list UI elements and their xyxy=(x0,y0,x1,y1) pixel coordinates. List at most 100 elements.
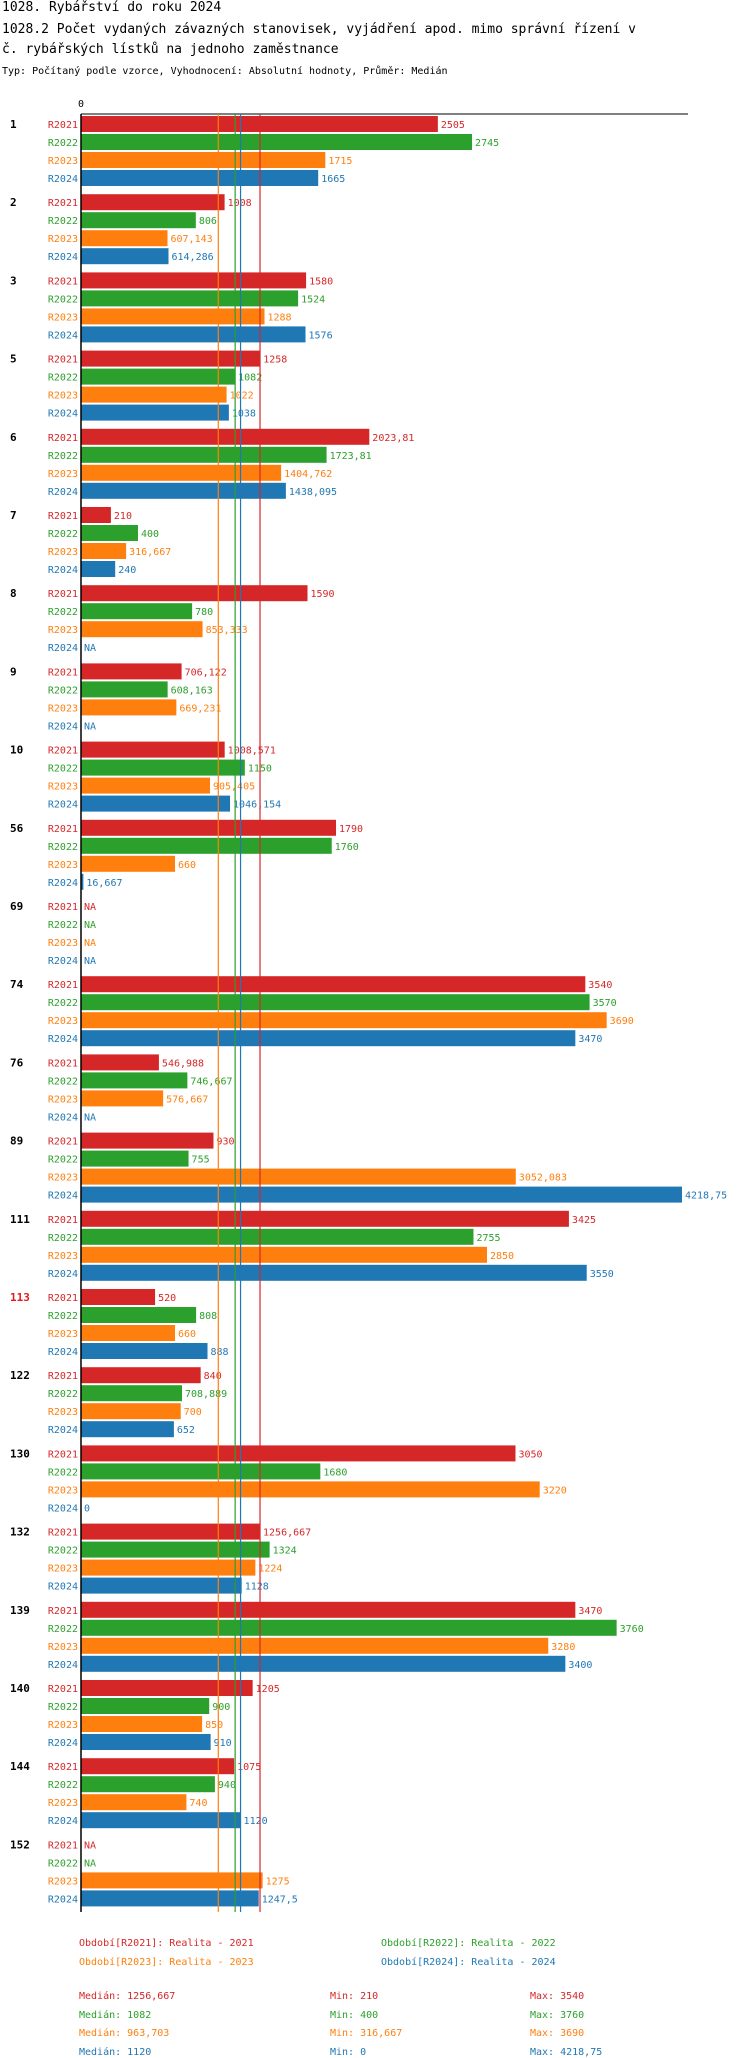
series-label-3-R2024: R2024 xyxy=(48,330,78,341)
bar-139-R2021 xyxy=(81,1601,576,1618)
stat-min-R2023: Min: 316,667 xyxy=(330,2028,403,2039)
data-label-56-R2023: 660 xyxy=(178,860,196,871)
data-label-139-R2023: 3280 xyxy=(551,1642,575,1653)
bar-56-R2023 xyxy=(81,855,176,872)
data-label-9-R2021: 706,122 xyxy=(185,667,227,678)
data-label-74-R2022: 3570 xyxy=(593,998,617,1009)
legend-item-R2023: Období[R2023]: Realita - 2023 xyxy=(79,1957,254,1968)
category-label-2: 2 xyxy=(10,196,17,209)
stat-max-R2024: Max: 4218,75 xyxy=(530,2046,603,2058)
bar-1-R2024 xyxy=(81,170,319,186)
category-label-152: 152 xyxy=(10,1838,30,1851)
data-label-7-R2024: 240 xyxy=(118,565,136,576)
bar-5-R2021 xyxy=(81,350,261,367)
data-label-89-R2024: 4218,75 xyxy=(685,1191,727,1202)
series-label-144-R2024: R2024 xyxy=(48,1816,78,1827)
data-label-152-R2022: NA xyxy=(84,1858,96,1869)
series-label-9-R2024: R2024 xyxy=(48,721,78,732)
x-axis-zero-label: 0 xyxy=(78,99,84,110)
bar-74-R2023 xyxy=(81,1012,607,1029)
data-label-132-R2021: 1256,667 xyxy=(263,1528,311,1539)
bar-144-R2021 xyxy=(81,1758,235,1775)
data-label-74-R2023: 3690 xyxy=(610,1016,634,1027)
series-label-10-R2021: R2021 xyxy=(48,746,78,757)
series-label-139-R2022: R2022 xyxy=(48,1624,78,1635)
data-label-1-R2024: 1665 xyxy=(321,174,345,185)
bar-113-R2024 xyxy=(81,1343,208,1359)
data-label-140-R2023: 850 xyxy=(205,1720,223,1731)
data-label-9-R2024: NA xyxy=(84,721,96,732)
bar-122-R2023 xyxy=(81,1403,181,1420)
series-label-8-R2022: R2022 xyxy=(48,607,78,618)
stat-median-R2022: Medián: 1082 xyxy=(79,2009,152,2021)
chart-subtitle-line-2: č. rybářských lístků na jednoho zaměstna… xyxy=(2,42,339,57)
series-label-3-R2021: R2021 xyxy=(48,276,78,287)
data-label-140-R2022: 900 xyxy=(212,1702,230,1713)
category-label-3: 3 xyxy=(10,274,17,287)
category-label-69: 69 xyxy=(10,900,23,913)
series-label-1-R2021: R2021 xyxy=(48,120,78,131)
bar-10-R2021 xyxy=(81,741,225,758)
bar-111-R2021 xyxy=(81,1210,569,1227)
category-label-111: 111 xyxy=(10,1213,30,1226)
category-label-5: 5 xyxy=(10,353,17,366)
data-label-9-R2023: 669,231 xyxy=(179,703,221,714)
bar-140-R2022 xyxy=(81,1698,210,1714)
series-label-3-R2022: R2022 xyxy=(48,294,78,305)
series-label-2-R2021: R2021 xyxy=(48,198,78,209)
chart-meta-info: Typ: Počítaný podle vzorce, Vyhodnocení:… xyxy=(2,66,448,77)
series-label-56-R2021: R2021 xyxy=(48,824,78,835)
bar-113-R2021 xyxy=(81,1289,156,1305)
data-label-139-R2024: 3400 xyxy=(568,1660,592,1671)
stat-median-R2023: Medián: 963,703 xyxy=(79,2028,170,2039)
data-label-1-R2021: 2505 xyxy=(441,120,465,131)
series-label-1-R2022: R2022 xyxy=(48,138,78,149)
bar-6-R2022 xyxy=(81,446,327,463)
data-label-56-R2024: 16,667 xyxy=(86,878,122,889)
series-label-140-R2024: R2024 xyxy=(48,1738,78,1749)
bar-1-R2023 xyxy=(81,152,326,168)
data-label-8-R2022: 780 xyxy=(195,607,213,618)
bar-8-R2023 xyxy=(81,621,203,638)
data-label-6-R2024: 1438,095 xyxy=(289,487,337,498)
data-label-130-R2023: 3220 xyxy=(543,1485,567,1496)
series-label-10-R2024: R2024 xyxy=(48,800,78,811)
data-label-76-R2023: 576,667 xyxy=(166,1094,208,1105)
bar-2-R2022 xyxy=(81,212,196,229)
legend-item-R2024: Období[R2024]: Realita - 2024 xyxy=(381,1957,556,1968)
stat-max-R2021: Max: 3540 xyxy=(530,1991,585,2002)
data-label-74-R2021: 3540 xyxy=(588,980,612,991)
series-label-152-R2021: R2021 xyxy=(48,1840,78,1851)
series-label-5-R2023: R2023 xyxy=(48,391,78,402)
series-label-69-R2021: R2021 xyxy=(48,902,78,913)
stat-min-R2022: Min: 400 xyxy=(330,2009,379,2021)
series-label-122-R2024: R2024 xyxy=(48,1425,78,1436)
data-label-89-R2023: 3052,083 xyxy=(519,1173,567,1184)
data-label-152-R2021: NA xyxy=(84,1840,96,1851)
series-label-132-R2024: R2024 xyxy=(48,1582,78,1593)
bar-76-R2021 xyxy=(81,1054,159,1071)
bar-144-R2022 xyxy=(81,1776,215,1793)
data-label-5-R2024: 1038 xyxy=(232,409,256,420)
series-label-76-R2021: R2021 xyxy=(48,1058,78,1069)
bar-74-R2024 xyxy=(81,1030,576,1047)
bar-113-R2022 xyxy=(81,1307,197,1323)
data-label-3-R2024: 1576 xyxy=(309,330,333,341)
series-label-7-R2021: R2021 xyxy=(48,511,78,522)
data-label-132-R2024: 1128 xyxy=(245,1582,269,1593)
series-label-5-R2024: R2024 xyxy=(48,409,78,420)
stat-min-R2021: Min: 210 xyxy=(330,1991,379,2002)
data-label-144-R2023: 740 xyxy=(189,1798,207,1809)
series-label-130-R2022: R2022 xyxy=(48,1467,78,1478)
bar-144-R2024 xyxy=(81,1812,241,1829)
data-label-8-R2023: 853,333 xyxy=(206,625,248,636)
bar-130-R2023 xyxy=(81,1481,540,1498)
category-label-122: 122 xyxy=(10,1369,30,1382)
data-label-2-R2024: 614,286 xyxy=(172,252,214,263)
bar-3-R2023 xyxy=(81,308,265,325)
data-label-69-R2021: NA xyxy=(84,902,96,913)
series-label-5-R2021: R2021 xyxy=(48,355,78,366)
bar-56-R2022 xyxy=(81,837,332,854)
bar-9-R2021 xyxy=(81,663,182,680)
